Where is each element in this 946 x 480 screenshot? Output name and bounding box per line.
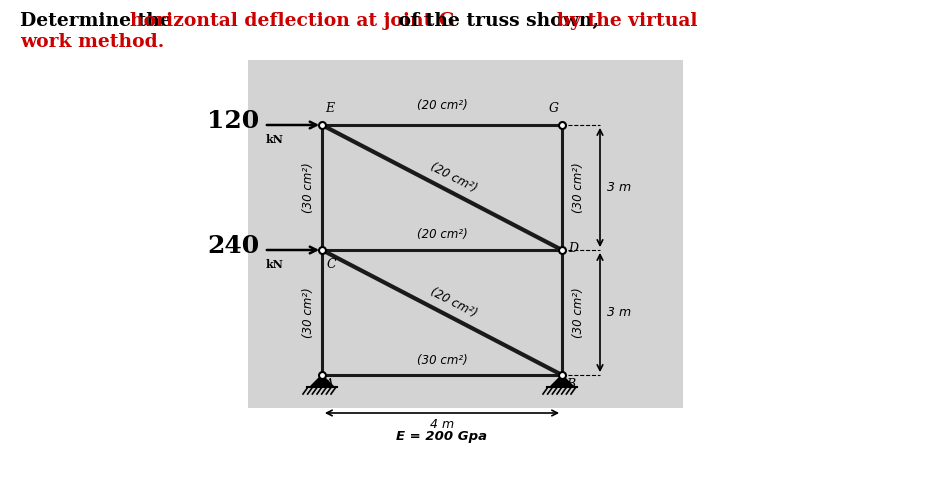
Text: G: G — [549, 102, 559, 115]
Text: (20 cm²): (20 cm²) — [429, 285, 480, 320]
Text: D: D — [568, 241, 578, 254]
Text: C: C — [327, 258, 337, 271]
Text: B: B — [566, 378, 575, 391]
Text: A: A — [325, 378, 334, 391]
Text: E: E — [325, 102, 334, 115]
Text: (20 cm²): (20 cm²) — [416, 228, 467, 241]
Text: 3 m: 3 m — [607, 306, 631, 319]
Text: Determine the: Determine the — [20, 12, 178, 30]
Text: (30 cm²): (30 cm²) — [302, 162, 314, 213]
Text: by the virtual: by the virtual — [557, 12, 697, 30]
Text: kN: kN — [266, 259, 284, 270]
Text: E = 200 Gpa: E = 200 Gpa — [396, 430, 487, 443]
Bar — [248, 60, 683, 408]
Text: (20 cm²): (20 cm²) — [416, 99, 467, 112]
Text: 240: 240 — [207, 234, 259, 258]
Text: horizontal deflection at joint G: horizontal deflection at joint G — [130, 12, 455, 30]
Text: 3 m: 3 m — [607, 181, 631, 194]
Text: of the truss shown,: of the truss shown, — [392, 12, 605, 30]
Text: 120: 120 — [207, 109, 259, 133]
Polygon shape — [310, 375, 334, 387]
Text: (30 cm²): (30 cm²) — [571, 287, 585, 338]
Text: (30 cm²): (30 cm²) — [302, 287, 314, 338]
Polygon shape — [550, 375, 574, 387]
Text: kN: kN — [266, 134, 284, 145]
Text: work method.: work method. — [20, 33, 165, 51]
Text: (30 cm²): (30 cm²) — [416, 354, 467, 367]
Text: (30 cm²): (30 cm²) — [571, 162, 585, 213]
Text: (20 cm²): (20 cm²) — [429, 160, 480, 195]
Text: 4 m: 4 m — [429, 418, 454, 431]
